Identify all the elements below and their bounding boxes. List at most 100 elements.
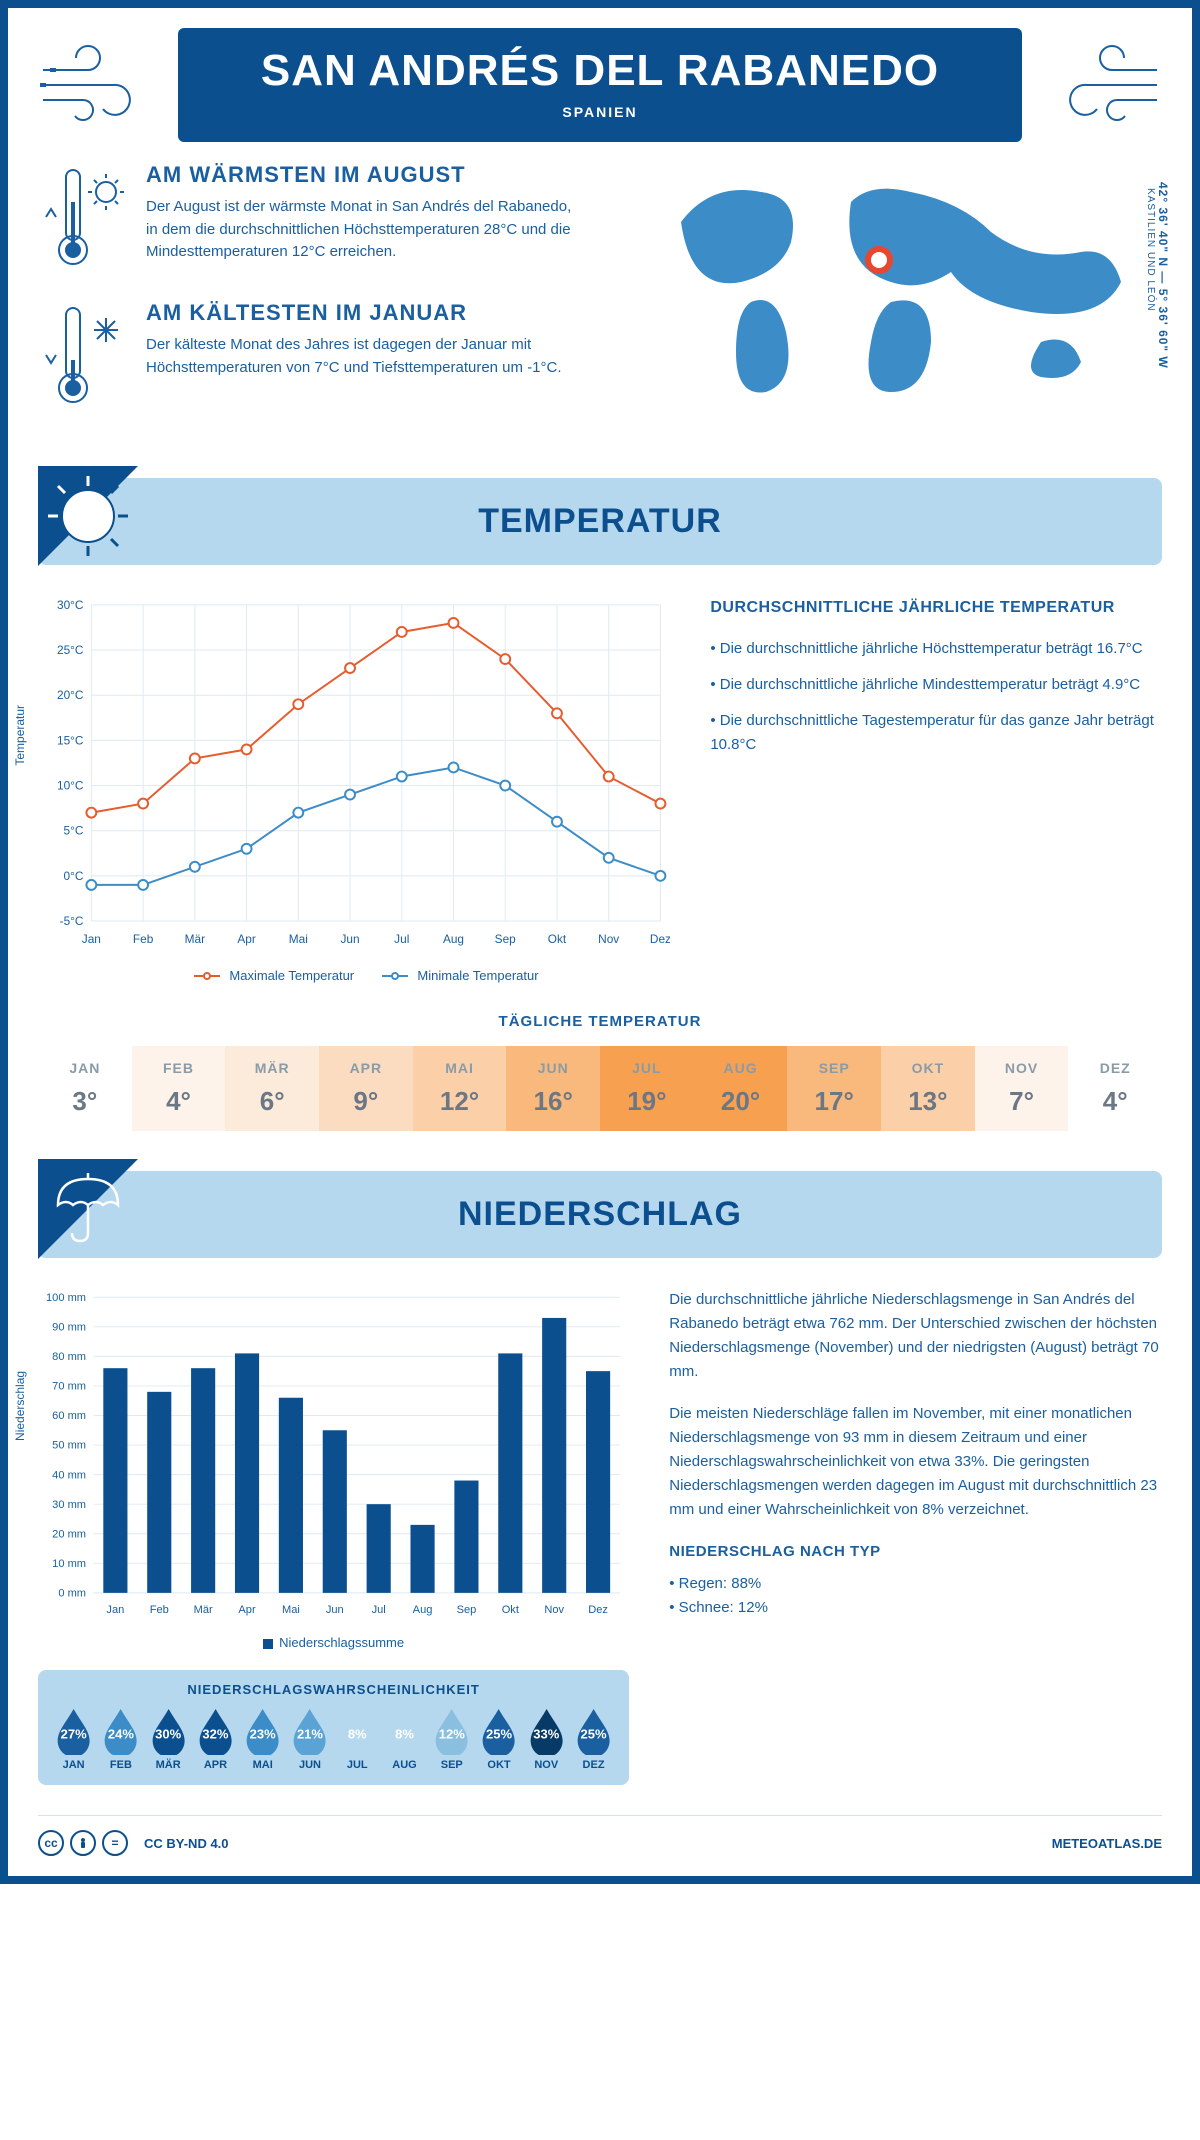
daily-temp-cell: SEP17°	[787, 1046, 881, 1131]
daily-temp-heading: TÄGLICHE TEMPERATUR	[38, 1013, 1162, 1030]
probability-drop: 12% SEP	[430, 1707, 473, 1771]
daily-temp-cell: NOV7°	[975, 1046, 1069, 1131]
temp-bullet-2: • Die durchschnittliche jährliche Mindes…	[710, 673, 1162, 697]
coldest-text: Der kälteste Monat des Jahres ist dagege…	[146, 334, 580, 379]
probability-drop: 33% NOV	[525, 1707, 568, 1771]
precip-legend: Niederschlagssumme	[38, 1635, 629, 1650]
svg-text:0°C: 0°C	[64, 869, 84, 883]
svg-text:5°C: 5°C	[64, 824, 84, 838]
svg-text:Apr: Apr	[238, 1604, 256, 1616]
by-icon	[70, 1830, 96, 1856]
svg-text:60 mm: 60 mm	[52, 1410, 86, 1422]
precip-rain: • Regen: 88%	[669, 1572, 1162, 1596]
precip-p1: Die durchschnittliche jährliche Niedersc…	[669, 1288, 1162, 1384]
thermometer-snow-icon	[38, 300, 128, 410]
probability-drop: 27% JAN	[52, 1707, 95, 1771]
daily-temp-cell: JUN16°	[506, 1046, 600, 1131]
svg-text:15°C: 15°C	[57, 733, 84, 747]
probability-drop: 24% FEB	[99, 1707, 142, 1771]
temp-legend: Maximale Temperatur Minimale Temperatur	[38, 968, 670, 983]
svg-text:Okt: Okt	[548, 932, 567, 946]
warmest-text: Der August ist der wärmste Monat in San …	[146, 196, 580, 264]
daily-temp-cell: OKT13°	[881, 1046, 975, 1131]
daily-temp-cell: APR9°	[319, 1046, 413, 1131]
probability-drop: 21% JUN	[288, 1707, 331, 1771]
warmest-fact: AM WÄRMSTEN IM AUGUST Der August ist der…	[38, 162, 580, 272]
sun-icon	[38, 466, 138, 566]
world-map-icon	[620, 162, 1162, 402]
svg-text:Dez: Dez	[650, 932, 670, 946]
legend-max-label: Maximale Temperatur	[229, 968, 354, 983]
precip-type-heading: NIEDERSCHLAG NACH TYP	[669, 1540, 1162, 1564]
coldest-heading: AM KÄLTESTEN IM JANUAR	[146, 300, 580, 326]
svg-text:30 mm: 30 mm	[52, 1499, 86, 1511]
svg-text:Jun: Jun	[326, 1604, 344, 1616]
precip-p2: Die meisten Niederschläge fallen im Nove…	[669, 1402, 1162, 1522]
probability-drop: 23% MAI	[241, 1707, 284, 1771]
world-map-block: 42° 36' 40" N — 5° 36' 60" W KASTILIEN U…	[620, 162, 1162, 438]
svg-text:Jan: Jan	[106, 1604, 124, 1616]
precip-heading: NIEDERSCHLAG	[38, 1195, 1162, 1234]
svg-text:Feb: Feb	[133, 932, 154, 946]
svg-text:Mai: Mai	[282, 1604, 300, 1616]
svg-text:40 mm: 40 mm	[52, 1469, 86, 1481]
svg-text:Apr: Apr	[237, 932, 255, 946]
warmest-heading: AM WÄRMSTEN IM AUGUST	[146, 162, 580, 188]
temperature-section-bar: TEMPERATUR	[38, 478, 1162, 565]
probability-drop: 30% MÄR	[147, 1707, 190, 1771]
title-block: SAN ANDRÉS DEL RABANEDO SPANIEN	[178, 28, 1022, 142]
svg-text:-5°C: -5°C	[60, 914, 84, 928]
precip-y-label: Niederschlag	[13, 1371, 27, 1441]
temperature-summary: DURCHSCHNITTLICHE JÄHRLICHE TEMPERATUR •…	[710, 595, 1162, 983]
precip-section-bar: NIEDERSCHLAG	[38, 1171, 1162, 1258]
umbrella-icon	[38, 1159, 138, 1259]
footer: cc = CC BY-ND 4.0 METEOATLAS.DE	[38, 1815, 1162, 1856]
daily-temp-cell: JUL19°	[600, 1046, 694, 1131]
daily-temp-cell: DEZ4°	[1068, 1046, 1162, 1131]
probability-drop: 25% DEZ	[572, 1707, 615, 1771]
temperature-heading: TEMPERATUR	[38, 502, 1162, 541]
header-band: SAN ANDRÉS DEL RABANEDO SPANIEN	[38, 28, 1162, 142]
daily-temp-cell: AUG20°	[694, 1046, 788, 1131]
region-label: KASTILIEN UND LEÓN	[1145, 188, 1156, 369]
precip-snow: • Schnee: 12%	[669, 1596, 1162, 1620]
svg-text:Nov: Nov	[598, 932, 619, 946]
svg-text:100 mm: 100 mm	[46, 1292, 86, 1304]
probability-drop: 25% OKT	[477, 1707, 520, 1771]
probability-drop: 8% JUL	[336, 1707, 379, 1771]
wind-icon-left	[38, 40, 158, 130]
svg-text:50 mm: 50 mm	[52, 1439, 86, 1451]
temp-summary-heading: DURCHSCHNITTLICHE JÄHRLICHE TEMPERATUR	[710, 595, 1162, 621]
legend-min-label: Minimale Temperatur	[417, 968, 538, 983]
svg-text:Jun: Jun	[340, 932, 359, 946]
site-label: METEOATLAS.DE	[1052, 1836, 1162, 1851]
license-label: CC BY-ND 4.0	[144, 1836, 229, 1851]
daily-temp-cell: MÄR6°	[225, 1046, 319, 1131]
probability-heading: NIEDERSCHLAGSWAHRSCHEINLICHKEIT	[52, 1682, 615, 1697]
coordinates: 42° 36' 40" N — 5° 36' 60" W KASTILIEN U…	[1145, 182, 1170, 369]
wind-icon-right	[1042, 40, 1162, 130]
svg-text:80 mm: 80 mm	[52, 1351, 86, 1363]
precip-bar-chart: Niederschlag 0 mm10 mm20 mm30 mm40 mm50 …	[38, 1288, 629, 1651]
svg-text:Sep: Sep	[495, 932, 516, 946]
svg-text:90 mm: 90 mm	[52, 1321, 86, 1333]
temperature-line-chart: Temperatur -5°C0°C5°C10°C15°C20°C25°C30°…	[38, 595, 670, 983]
probability-box: NIEDERSCHLAGSWAHRSCHEINLICHKEIT 27% JAN …	[38, 1670, 629, 1785]
temp-bullet-1: • Die durchschnittliche jährliche Höchst…	[710, 637, 1162, 661]
svg-text:Jan: Jan	[82, 932, 101, 946]
page-title: SAN ANDRÉS DEL RABANEDO	[178, 46, 1022, 96]
temp-y-label: Temperatur	[13, 705, 27, 766]
svg-text:20 mm: 20 mm	[52, 1528, 86, 1540]
svg-text:Aug: Aug	[413, 1604, 433, 1616]
cc-icon: cc	[38, 1830, 64, 1856]
svg-text:30°C: 30°C	[57, 598, 84, 612]
svg-text:Nov: Nov	[544, 1604, 564, 1616]
svg-text:Feb: Feb	[150, 1604, 169, 1616]
coldest-fact: AM KÄLTESTEN IM JANUAR Der kälteste Mona…	[38, 300, 580, 410]
page-subtitle: SPANIEN	[178, 104, 1022, 120]
svg-text:25°C: 25°C	[57, 643, 84, 657]
svg-text:Sep: Sep	[457, 1604, 477, 1616]
temp-bullet-3: • Die durchschnittliche Tagestemperatur …	[710, 709, 1162, 757]
daily-temp-strip: JAN3°FEB4°MÄR6°APR9°MAI12°JUN16°JUL19°AU…	[38, 1046, 1162, 1131]
svg-text:Okt: Okt	[502, 1604, 519, 1616]
